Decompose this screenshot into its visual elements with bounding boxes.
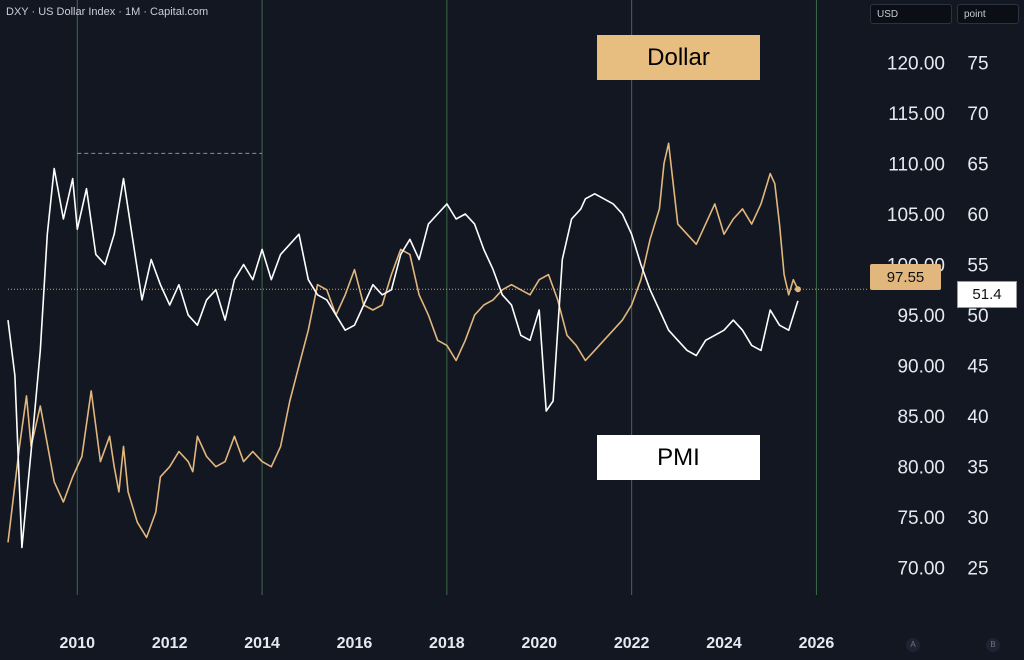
- x-tick-2022: 2022: [614, 635, 650, 652]
- right-tick-45: 45: [967, 357, 988, 378]
- x-tick-2016: 2016: [337, 635, 373, 652]
- right-tick-55: 55: [967, 256, 988, 277]
- x-tick-2026: 2026: [799, 635, 835, 652]
- left-tick-90.00: 90.00: [897, 357, 945, 378]
- left-tick-70.00: 70.00: [897, 559, 945, 580]
- right-tick-30: 30: [967, 508, 988, 529]
- series-layer: [7, 142, 801, 549]
- left-tick-80.00: 80.00: [897, 458, 945, 479]
- x-tick-2014: 2014: [244, 635, 280, 652]
- vertical-markers: [8, 0, 868, 595]
- dollar-last-point: [794, 286, 801, 293]
- left-tick-85.00: 85.00: [897, 407, 945, 428]
- auto-scale-button-b[interactable]: B: [986, 638, 1000, 652]
- x-tick-2010: 2010: [59, 635, 95, 652]
- dollar-last-value-badge: 97.55: [870, 264, 941, 290]
- x-tick-2020: 2020: [521, 635, 557, 652]
- x-tick-2012: 2012: [152, 635, 188, 652]
- right-unit-selector[interactable]: point: [957, 4, 1019, 24]
- auto-scale-button-a[interactable]: A: [906, 638, 920, 652]
- dollar-series-line: [7, 142, 799, 543]
- left-tick-95.00: 95.00: [897, 306, 945, 327]
- right-axis-ticks: 75 70 65 60 55 50 45 40 35 30 25: [967, 53, 988, 579]
- pmi-series-line: [7, 167, 799, 549]
- left-unit-selector[interactable]: USD: [870, 4, 952, 24]
- left-axis-ticks: 120.00115.00110.00105.00100.0095.0090.00…: [887, 53, 945, 579]
- right-tick-50: 50: [967, 306, 988, 327]
- chart-header: DXY · US Dollar Index · 1M · Capital.com: [6, 6, 209, 18]
- left-tick-75.00: 75.00: [897, 508, 945, 529]
- right-tick-60: 60: [967, 205, 988, 226]
- x-tick-2024: 2024: [706, 635, 742, 652]
- x-tick-2018: 2018: [429, 635, 465, 652]
- left-tick-110.00: 110.00: [888, 154, 945, 175]
- dollar-label: Dollar: [597, 35, 760, 80]
- right-tick-35: 35: [967, 458, 988, 479]
- right-tick-25: 25: [967, 559, 988, 580]
- right-tick-40: 40: [967, 407, 988, 428]
- pmi-label: PMI: [597, 435, 760, 480]
- x-axis-ticks: 2010 2012 2014 2016 2018 2020 2022 2024 2026: [59, 635, 834, 652]
- right-tick-75: 75: [967, 53, 988, 74]
- pmi-last-value-badge: 51.4: [957, 281, 1017, 308]
- right-tick-65: 65: [967, 154, 988, 175]
- left-tick-105.00: 105.00: [887, 205, 945, 226]
- left-tick-115.00: 115.00: [888, 104, 945, 125]
- left-tick-120.00: 120.00: [887, 53, 945, 74]
- right-tick-70: 70: [967, 104, 988, 125]
